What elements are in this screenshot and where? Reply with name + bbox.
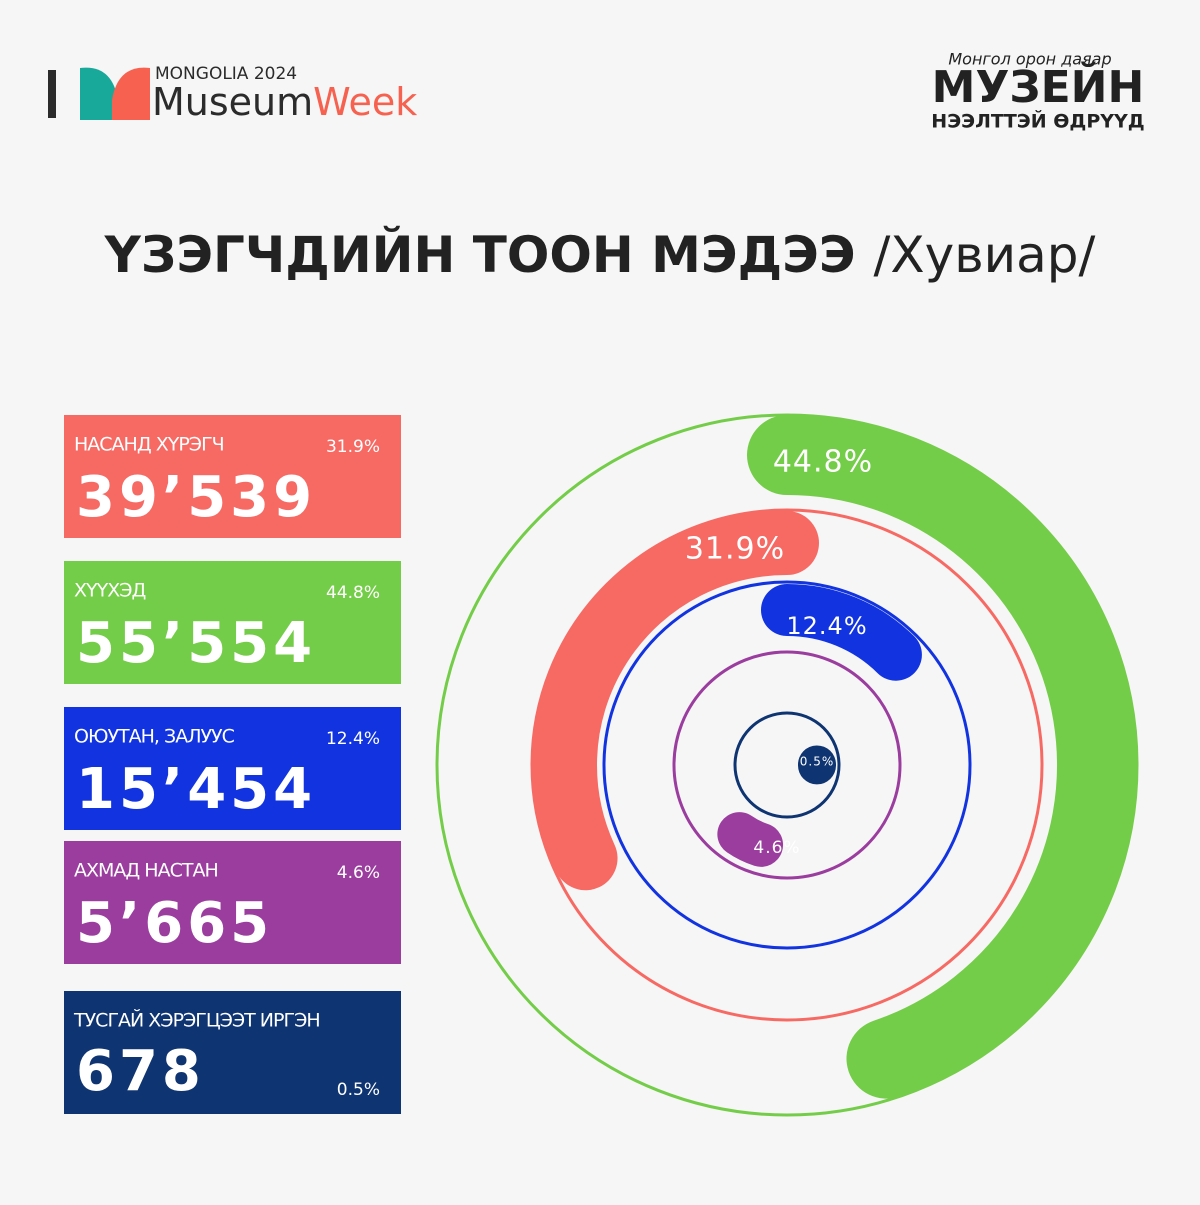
card-count: 678 <box>76 1039 205 1104</box>
radial-label: 44.8% <box>773 445 873 480</box>
card-category: ТУСГАЙ ХЭРЭГЦЭЭТ ИРГЭН <box>73 1009 320 1032</box>
card-percent: 4.6% <box>337 863 380 883</box>
radial-label: 31.9% <box>685 532 785 567</box>
card-percent: 0.5% <box>337 1080 380 1100</box>
logo-b: Week <box>313 80 417 124</box>
card-category: ХҮҮХЭД <box>74 580 146 602</box>
title: ҮЗЭГЧДИЙН ТООН МЭДЭЭ/Хувиар/ <box>104 225 1096 284</box>
card-percent: 31.9% <box>326 437 380 457</box>
subtitle: /Хувиар/ <box>874 226 1096 284</box>
logo-main: МУЗЕЙН <box>932 60 1145 113</box>
radial-label: 0.5% <box>800 755 835 769</box>
logo-mark <box>48 70 56 118</box>
card-count: 39’539 <box>76 465 316 530</box>
radial-label: 12.4% <box>786 612 867 640</box>
card-category: НАСАНД ХҮРЭГЧ <box>74 434 224 456</box>
title-main: ҮЗЭГЧДИЙН ТООН МЭДЭЭ <box>104 225 856 284</box>
cards: НАСАНД ХҮРЭГЧ 31.9% 39’539 ХҮҮХЭД 44.8% 55’55… <box>64 415 401 1114</box>
logo-sub: НЭЭЛТТЭЙ ӨДРҮҮД <box>931 110 1144 133</box>
card-percent: 44.8% <box>326 583 380 603</box>
logo-name: MuseumWeek <box>152 80 417 124</box>
museum-logo: Монгол орон даяар МУЗЕЙН НЭЭЛТТЭЙ ӨДРҮҮД <box>931 50 1144 133</box>
card-category: ОЮУТАН, ЗАЛУУС <box>74 726 235 748</box>
logo-a: Museum <box>152 80 313 124</box>
card-count: 5’665 <box>76 891 273 956</box>
card-category: АХМАД НАСТАН <box>74 860 218 882</box>
card-count: 15’454 <box>76 757 316 822</box>
card-count: 55’554 <box>76 611 316 676</box>
radial-label: 4.6% <box>753 838 800 858</box>
card-percent: 12.4% <box>326 729 380 749</box>
